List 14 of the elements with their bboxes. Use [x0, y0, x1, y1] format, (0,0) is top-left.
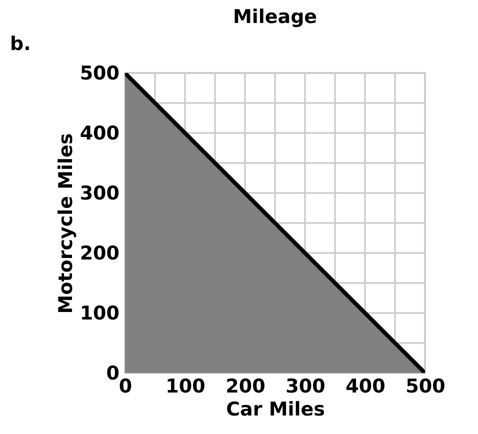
y-tick-label: 400 — [80, 122, 120, 144]
y-tick-label: 500 — [80, 62, 120, 84]
text: b. — [10, 33, 31, 55]
x-tick-label: 500 — [406, 376, 446, 398]
chart-title: Mileage — [232, 6, 318, 28]
x-tick-label: 400 — [346, 376, 386, 398]
x-tick-label: 300 — [286, 376, 326, 398]
y-tick-label: 100 — [80, 302, 120, 324]
y-axis-title: Motorcycle Miles — [54, 133, 77, 314]
x-axis-title: Car Miles — [226, 398, 325, 420]
x-tick-label: 200 — [226, 376, 266, 398]
y-tick-label: 200 — [80, 242, 120, 264]
x-tick-label: 100 — [166, 376, 206, 398]
y-tick-label: 300 — [80, 182, 120, 204]
